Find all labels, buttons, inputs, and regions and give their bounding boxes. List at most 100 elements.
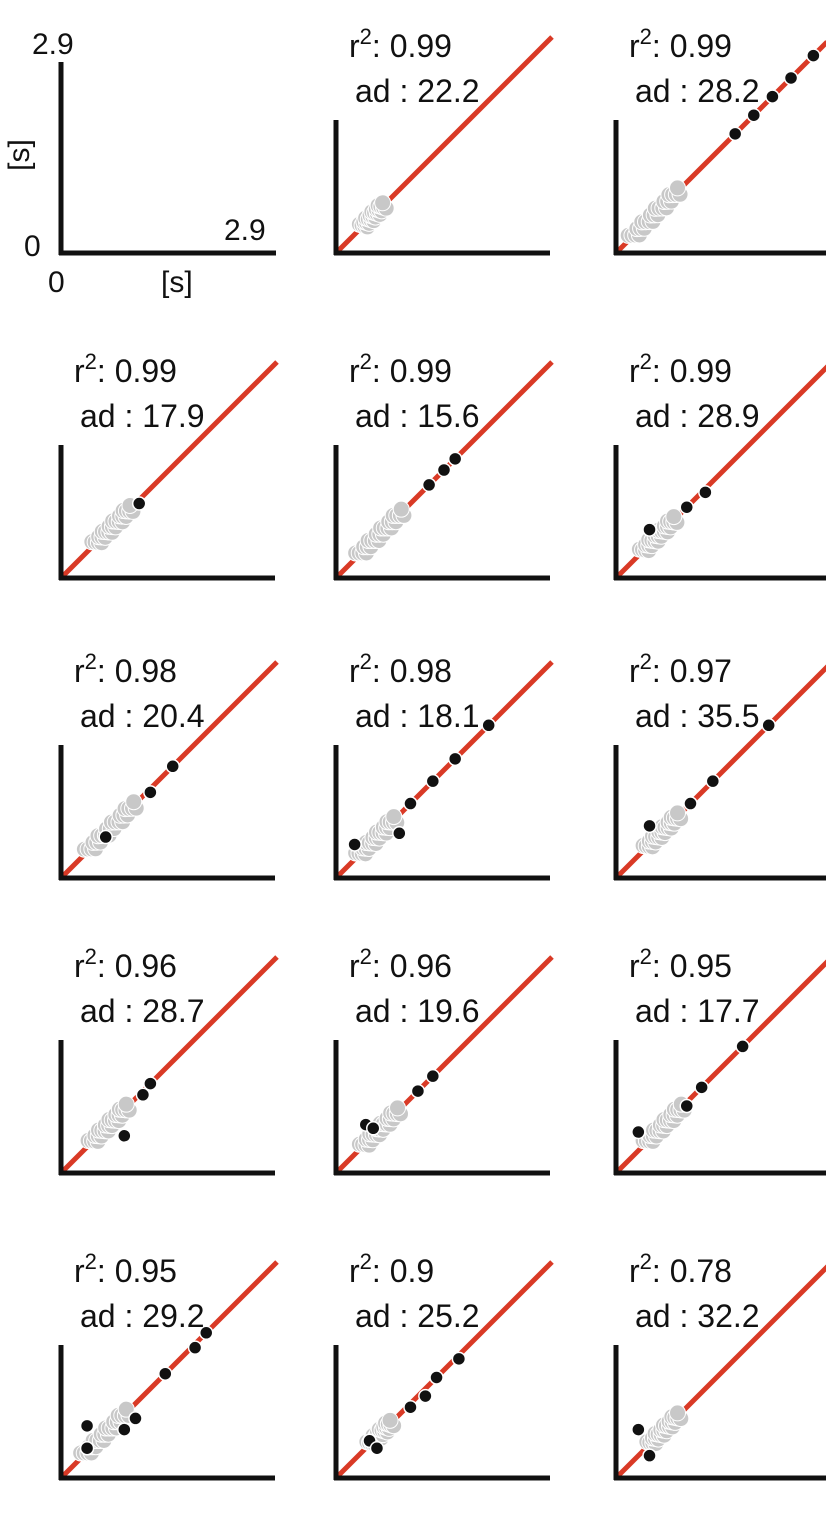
r2-value: : 0.99 (652, 28, 732, 64)
outlier-point (449, 752, 462, 765)
ad-label: ad : 35.5 (635, 700, 760, 732)
r2-label: r2: 0.98 (349, 655, 452, 687)
r2-superscript: 2 (640, 649, 652, 674)
outlier-point (189, 1341, 202, 1354)
r2-prefix: r (74, 653, 85, 689)
r2-label: r2: 0.99 (629, 355, 732, 387)
r2-value: : 0.95 (97, 1253, 177, 1289)
scatter-panel: r2: 0.96 ad : 19.6 (275, 920, 545, 1200)
cluster-point (390, 1100, 406, 1116)
r2-superscript: 2 (640, 24, 652, 49)
outlier-point (81, 1419, 94, 1432)
outlier-point (393, 827, 406, 840)
outlier-point (766, 90, 779, 103)
ad-label: ad : 32.2 (635, 1300, 760, 1332)
r2-superscript: 2 (640, 349, 652, 374)
r2-value: : 0.95 (652, 948, 732, 984)
x-max-label: 2.9 (224, 216, 266, 246)
outlier-point (118, 1129, 131, 1142)
r2-label: r2: 0.96 (349, 950, 452, 982)
outlier-point (129, 1412, 142, 1425)
r2-superscript: 2 (640, 944, 652, 969)
scatter-panel: r2: 0.9 ad : 25.2 (275, 1225, 545, 1505)
cluster-point (670, 1405, 686, 1421)
r2-superscript: 2 (360, 1249, 372, 1274)
outlier-point (118, 1423, 131, 1436)
outlier-point (482, 719, 495, 732)
ad-label: ad : 28.9 (635, 400, 760, 432)
outlier-point (426, 1070, 439, 1083)
outlier-point (404, 1401, 417, 1414)
cluster-point (393, 501, 409, 517)
r2-value: : 0.9 (372, 1253, 434, 1289)
outlier-point (419, 1390, 432, 1403)
outlier-point (632, 1423, 645, 1436)
r2-superscript: 2 (85, 349, 97, 374)
r2-label: r2: 0.95 (629, 950, 732, 982)
r2-value: : 0.99 (372, 353, 452, 389)
r2-value: : 0.96 (372, 948, 452, 984)
r2-value: : 0.97 (652, 653, 732, 689)
outlier-point (430, 1371, 443, 1384)
y-max-label: 2.9 (32, 30, 74, 60)
outlier-point (680, 501, 693, 514)
outlier-point (404, 797, 417, 810)
r2-superscript: 2 (640, 1249, 652, 1274)
r2-label: r2: 0.97 (629, 655, 732, 687)
ad-label: ad : 28.2 (635, 75, 760, 107)
y-unit-label: [s] (5, 139, 35, 171)
outlier-point (762, 719, 775, 732)
ad-label: ad : 29.2 (80, 1300, 205, 1332)
ad-label: ad : 22.2 (355, 75, 480, 107)
cluster-point (375, 195, 391, 211)
outlier-point (370, 1442, 383, 1455)
outlier-point (785, 71, 798, 84)
r2-label: r2: 0.99 (349, 355, 452, 387)
outlier-point (426, 775, 439, 788)
outlier-point (706, 775, 719, 788)
r2-superscript: 2 (85, 944, 97, 969)
outlier-point (438, 464, 451, 477)
outlier-point (632, 1126, 645, 1139)
r2-prefix: r (349, 1253, 360, 1289)
r2-value: : 0.78 (652, 1253, 732, 1289)
r2-value: : 0.99 (97, 353, 177, 389)
outlier-point (807, 49, 820, 62)
cluster-point (126, 794, 142, 810)
ad-label: ad : 17.7 (635, 995, 760, 1027)
outlier-point (133, 497, 146, 510)
r2-prefix: r (629, 653, 640, 689)
outlier-point (736, 1040, 749, 1053)
outlier-point (729, 127, 742, 140)
ad-label: ad : 19.6 (355, 995, 480, 1027)
r2-prefix: r (74, 1253, 85, 1289)
r2-label: r2: 0.9 (349, 1255, 434, 1287)
outlier-point (747, 109, 760, 122)
ad-label: ad : 20.4 (80, 700, 205, 732)
r2-value: : 0.96 (97, 948, 177, 984)
r2-prefix: r (629, 948, 640, 984)
r2-value: : 0.99 (372, 28, 452, 64)
ad-label: ad : 25.2 (355, 1300, 480, 1332)
r2-superscript: 2 (85, 649, 97, 674)
outlier-point (643, 1449, 656, 1462)
outlier-point (643, 819, 656, 832)
r2-prefix: r (349, 653, 360, 689)
r2-label: r2: 0.96 (74, 950, 177, 982)
ad-label: ad : 17.9 (80, 400, 205, 432)
cluster-point (670, 805, 686, 821)
axes-key-panel: 2.9 0 0 2.9 [s] [s] (0, 0, 270, 280)
outlier-point (411, 1085, 424, 1098)
cluster-point (118, 1096, 134, 1112)
r2-prefix: r (629, 353, 640, 389)
r2-label: r2: 0.99 (349, 30, 452, 62)
r2-prefix: r (349, 353, 360, 389)
